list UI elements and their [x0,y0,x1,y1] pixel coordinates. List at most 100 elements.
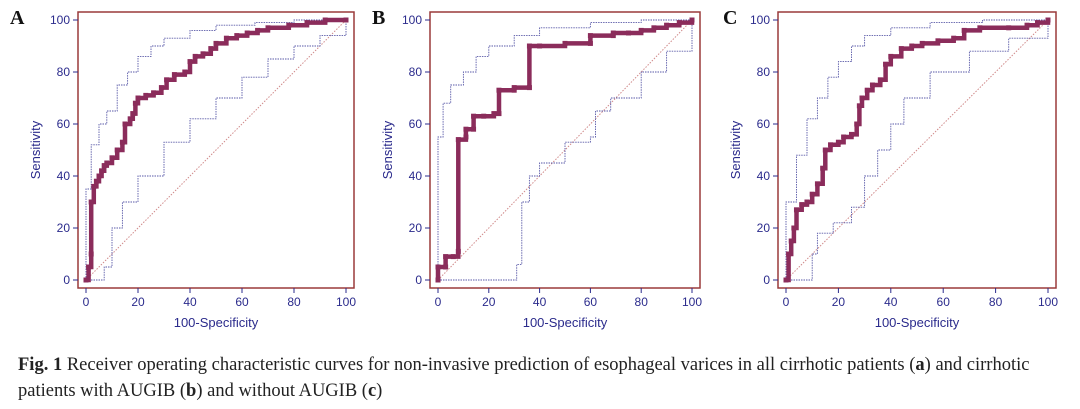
roc-point-b-15 [511,87,517,93]
x-tick-label-a-0: 0 [83,295,90,309]
caption-b: b [186,381,197,401]
y-tick-label-b-4: 80 [409,65,423,79]
roc-point-c-31 [1024,22,1030,28]
roc-point-b-20 [562,40,568,46]
roc-point-b-17 [526,85,532,91]
roc-point-c-16 [856,103,862,109]
roc-point-c-33 [1045,17,1051,23]
roc-point-b-11 [481,113,487,119]
roc-point-a-27 [208,46,214,52]
roc-point-c-1 [786,251,792,257]
y-tick-label-b-0: 0 [415,273,422,287]
roc-point-c-24 [909,43,915,49]
roc-point-b-0 [435,277,441,283]
roc-point-a-28 [213,40,219,46]
roc-point-a-30 [234,33,240,39]
x-tick-label-b-1: 20 [482,295,496,309]
y-tick-label-c-2: 40 [757,169,771,183]
roc-point-a-18 [143,92,149,98]
x-axis-label-b: 100-Specificity [523,315,608,330]
roc-point-c-0 [783,277,789,283]
roc-point-c-27 [951,35,957,41]
roc-point-c-13 [841,134,847,140]
x-tick-label-b-0: 0 [435,295,442,309]
roc-point-c-28 [961,27,967,33]
panel-b-letter: B [372,7,385,29]
lower-ci-curve-b [438,20,693,281]
x-tick-label-c-0: 0 [783,295,790,309]
roc-point-a-23 [182,69,188,75]
roc-point-a-6 [96,173,102,179]
x-tick-label-b-3: 60 [584,295,598,309]
roc-point-a-21 [164,77,170,83]
y-axis-label-a: Sensitivity [28,120,43,179]
roc-point-a-20 [158,85,164,91]
roc-point-b-12 [491,111,497,117]
roc-point-a-1 [86,264,92,270]
lower-ci-curve-a [86,22,347,281]
caption-text-2: ) and cirrhotic patients with AUGIB ( [18,355,1030,401]
roc-point-b-1 [435,264,441,270]
caption-text-1: Receiver operating characteristic curves… [62,355,916,375]
x-axis-label-c: 100-Specificity [875,315,960,330]
roc-point-c-11 [828,142,834,148]
roc-point-b-16 [511,85,517,91]
roc-point-b-23 [610,33,616,39]
roc-point-a-34 [286,22,292,28]
roc-point-a-17 [135,95,141,101]
reference-diagonal-b [437,19,693,281]
panel-b: B 0 20 40 60 80 100 0 20 40 60 80 100 100-Specificit… [372,7,702,330]
reference-diagonal-a [85,19,347,281]
y-tick-label-a-4: 80 [57,65,71,79]
roc-point-c-9 [820,165,826,171]
roc-point-b-28 [664,22,670,28]
roc-point-c-3 [791,225,797,231]
roc-point-a-13 [122,121,128,127]
y-tick-label-a-5: 100 [50,13,70,27]
roc-point-b-3 [443,254,449,260]
roc-point-b-30 [689,17,695,23]
roc-point-c-4 [793,207,799,213]
roc-point-c-19 [869,82,875,88]
panel-a: A 0 20 40 60 80 100 0 20 40 60 80 100 100-Specificit… [10,7,356,330]
upper-ci-curve-b [437,19,692,280]
roc-point-a-31 [244,30,250,36]
roc-point-a-15 [130,111,136,117]
roc-point-b-25 [626,30,631,36]
panel-c-letter: C [723,7,737,29]
y-tick-label-a-0: 0 [63,273,70,287]
y-tick-label-c-1: 20 [757,221,771,235]
y-tick-label-b-3: 60 [409,117,423,131]
roc-curve-a [86,17,346,283]
plot-frame-c [777,11,1057,289]
roc-point-a-8 [101,163,107,169]
y-tick-label-c-4: 80 [757,65,771,79]
caption-text-3: ) and without AUGIB ( [196,381,368,401]
y-axis-label-b: Sensitivity [380,120,395,179]
x-tick-label-c-3: 60 [937,295,951,309]
x-axis-label-a: 100-Specificity [174,315,259,330]
roc-point-a-9 [104,160,110,166]
y-tick-label-a-2: 40 [57,169,71,183]
caption-c: c [367,381,377,401]
roc-point-a-3 [88,199,94,205]
caption-a: a [915,355,925,375]
y-tick-label-b-2: 40 [409,169,423,183]
roc-point-b-14 [496,87,502,93]
roc-point-c-21 [883,61,889,67]
roc-point-a-35 [304,20,310,26]
roc-point-c-15 [854,121,860,127]
roc-point-b-6 [455,137,461,143]
x-tick-label-a-5: 100 [336,295,356,309]
roc-point-a-29 [223,35,229,41]
roc-point-a-36 [322,17,328,23]
roc-point-c-18 [864,87,870,93]
roc-point-b-13 [496,111,502,117]
y-tick-label-a-3: 60 [57,117,71,131]
roc-point-a-32 [255,27,261,33]
roc-point-a-11 [114,147,120,153]
roc-point-a-14 [127,116,133,122]
roc-point-a-5 [93,178,99,184]
roc-point-c-29 [977,25,983,31]
